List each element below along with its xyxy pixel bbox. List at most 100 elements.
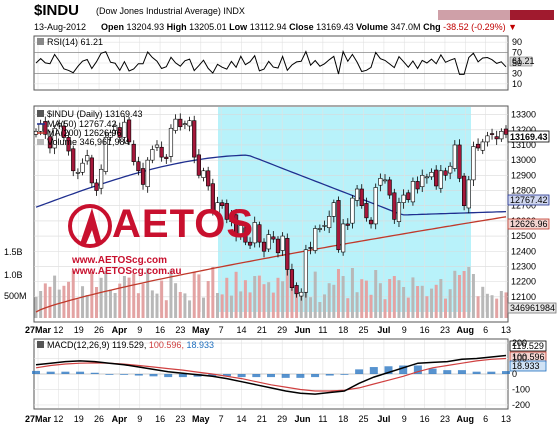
candle-body <box>322 225 327 227</box>
candle-body <box>113 124 118 131</box>
candle-body <box>178 118 183 128</box>
macd-histogram-bar <box>164 374 173 378</box>
candle-body <box>457 144 462 179</box>
volume-bar <box>439 279 443 318</box>
candle-body <box>364 203 369 219</box>
price-tick-label: 12200 <box>511 277 536 287</box>
volume-bar <box>444 298 448 318</box>
candle-body <box>452 144 457 169</box>
x-tick-label: 27Mar <box>25 414 52 424</box>
macd-tick-label: -100 <box>512 384 530 394</box>
macd-histogram-bar <box>134 374 143 376</box>
candle-body <box>43 121 48 135</box>
macd-y-axis: 200 100 0 -100 -200 <box>512 338 530 410</box>
down-arrow-icon: ▼ <box>508 22 518 32</box>
volume-tick-label: 1.0B <box>4 270 23 280</box>
volume-bar <box>248 292 252 318</box>
volume-bar <box>53 275 57 318</box>
logo-wordmark: AETOS <box>112 202 255 246</box>
x-tick-label: 9 <box>402 414 407 424</box>
x-tick-label: 12 <box>53 325 63 335</box>
macd-tick-label: 100 <box>512 354 527 364</box>
candle-body <box>429 171 434 178</box>
ma200-tag <box>507 218 550 230</box>
volume-bar <box>262 284 266 318</box>
change-label: Chg <box>423 22 441 32</box>
macd-histogram-bar <box>340 374 349 375</box>
volume-bar <box>76 299 80 318</box>
open-value: 13204.93 <box>126 22 165 32</box>
price-legend-swatch <box>37 110 44 117</box>
candle-body <box>201 170 206 178</box>
volume-bar <box>336 269 340 318</box>
aetos-emblem-icon <box>68 204 112 248</box>
volume-bar <box>290 282 294 318</box>
volume-bar <box>160 280 164 318</box>
volume-bar <box>504 292 508 318</box>
macd-histogram-bar <box>281 374 290 378</box>
candle-body <box>52 127 57 149</box>
x-tick-label: 6 <box>483 325 488 335</box>
candle-body <box>331 202 336 217</box>
macd-x-axis: 27Mar 12 19 26 Apr 9 16 23 May 7 14 21 29 Jun 11 18 25 Ju… <box>25 414 511 424</box>
candle-body <box>192 120 197 158</box>
candle-body <box>140 168 146 185</box>
x-tick-label: 16 <box>420 325 430 335</box>
candle-body <box>299 291 304 297</box>
candle-body <box>480 141 485 151</box>
last-price-label: 13169.43 <box>510 132 548 142</box>
candle-body <box>257 224 262 243</box>
candle-body <box>117 127 122 138</box>
price-tick-label: 13300 <box>511 110 536 120</box>
x-tick-label: 12 <box>53 414 63 424</box>
volume-bar <box>476 296 480 318</box>
volume-bar <box>481 286 485 318</box>
x-tick-label: 14 <box>236 414 246 424</box>
volume-legend: Volume 346,961,984 <box>47 137 130 147</box>
volume-legend-swatch <box>37 139 44 145</box>
x-tick-label: Jun <box>295 414 311 424</box>
ma200-tag-label: 12626.96 <box>510 219 548 229</box>
candle-body <box>471 146 476 181</box>
quote-line: Open 13204.93 High 13205.01 Low 13112.94… <box>101 22 517 32</box>
macd-histogram-bar <box>105 374 114 375</box>
candle-body <box>378 178 383 186</box>
volume-bar <box>243 280 247 318</box>
aetos-logo: AETOS www.AETOScg.com www.AETOScg.com.au <box>68 200 268 277</box>
macd-label: MACD(12,26,9) 119.529, 100.596, 18.933 <box>47 340 214 350</box>
candle-body <box>313 228 318 251</box>
candle-body <box>122 121 127 138</box>
x-tick-label: Jul <box>377 414 390 424</box>
volume-bar <box>253 276 257 318</box>
range-bar-dark <box>510 10 554 20</box>
candle-body <box>466 179 471 209</box>
low-label: Low <box>229 22 248 32</box>
volume-bar <box>327 283 331 318</box>
candle-body <box>350 197 355 224</box>
candle-body <box>406 192 411 200</box>
hist-tag-label: 18.933 <box>512 361 540 371</box>
candle-body <box>220 202 225 207</box>
volume-bar <box>155 293 159 318</box>
x-tick-label: 27Mar <box>25 325 52 335</box>
x-tick-label: 29 <box>277 325 287 335</box>
candle-body <box>359 188 364 207</box>
x-tick-label: 18 <box>338 325 348 335</box>
volume-bar <box>85 295 89 318</box>
x-tick-label: 26 <box>94 414 104 424</box>
macd-histogram <box>32 365 510 378</box>
x-tick-label: Jul <box>377 325 390 335</box>
volume-bar <box>420 285 424 318</box>
candle-body <box>154 144 160 148</box>
volume-bar <box>471 274 475 318</box>
change-value: -38.52 (-0.29%) ▼ <box>443 22 517 32</box>
quote-date: 13-Aug-2012 <box>34 22 87 32</box>
macd-histogram-bar <box>267 374 275 378</box>
x-tick-label: May <box>192 414 210 424</box>
macd-tag-label: 119.529 <box>512 341 544 351</box>
macd-histogram-bar <box>487 371 496 374</box>
macd-tick-label: 200 <box>512 338 527 348</box>
macd-histogram-bar <box>46 371 55 374</box>
x-tick-label: 23 <box>440 414 450 424</box>
